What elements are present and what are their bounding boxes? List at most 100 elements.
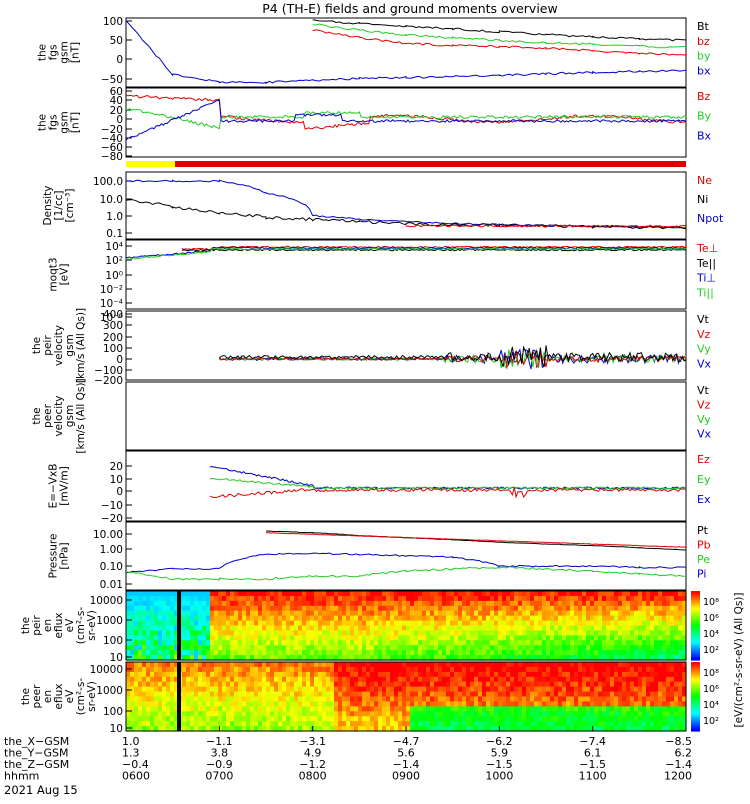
- spectrogram-cell: [174, 635, 179, 641]
- spectrogram-cell: [506, 666, 511, 673]
- spectrogram-cell: [170, 726, 175, 732]
- spectrogram-cell: [354, 595, 359, 602]
- spectrogram-cell: [634, 600, 639, 607]
- y-axis-label: eflux: [53, 613, 65, 639]
- spectrogram-cell: [678, 676, 683, 683]
- spectrogram-cell: [162, 615, 167, 622]
- spectrogram-cell: [558, 605, 563, 612]
- spectrogram-cell: [134, 711, 139, 717]
- spectrogram-cell: [386, 726, 391, 732]
- spectrogram-cell: [270, 650, 275, 656]
- spectrogram-cell: [602, 640, 607, 646]
- spectrogram-cell: [370, 630, 375, 636]
- spectrogram-cell: [486, 610, 491, 617]
- spectrogram-cell: [526, 620, 531, 627]
- spectrogram-cell: [434, 711, 439, 717]
- spectrogram-cell: [614, 620, 619, 627]
- spectrogram-cell: [154, 726, 159, 732]
- spectrogram-cell: [494, 666, 499, 673]
- spectrogram-cell: [410, 681, 415, 688]
- spectrogram-cell: [630, 615, 635, 622]
- spectrogram-cell: [226, 615, 231, 622]
- spectrogram-cell: [490, 605, 495, 612]
- spectrogram-cell: [422, 625, 427, 631]
- spectrogram-cell: [590, 630, 595, 636]
- spectrogram-cell: [186, 706, 191, 712]
- spectrogram-cell: [574, 681, 579, 688]
- spectrogram-cell: [370, 701, 375, 707]
- spectrogram-cell: [458, 650, 463, 656]
- spectrogram-cell: [606, 706, 611, 712]
- spectrogram-cell: [230, 615, 235, 622]
- spectrogram-cell: [346, 625, 351, 631]
- y-axis-label: gsm: [64, 334, 76, 356]
- spectrogram-cell: [606, 655, 611, 661]
- spectrogram-cell: [654, 600, 659, 607]
- spectrogram-cell: [242, 681, 247, 688]
- spectrogram-cell: [670, 726, 675, 732]
- spectrogram-cell: [202, 696, 207, 702]
- spectrogram-cell: [482, 605, 487, 612]
- spectrogram-cell: [438, 676, 443, 683]
- spectrogram-cell: [294, 595, 299, 602]
- spectrogram-cell: [202, 630, 207, 636]
- spectrogram-cell: [270, 676, 275, 683]
- spectrogram-cell: [490, 620, 495, 627]
- y-tick-label: 10: [110, 652, 123, 664]
- spectrogram-cell: [206, 726, 211, 732]
- spectrogram-cell: [622, 666, 627, 673]
- spectrogram-cell: [426, 600, 431, 607]
- spectrogram-cell: [282, 686, 287, 693]
- spectrogram-cell: [454, 701, 459, 707]
- spectrogram-cell: [486, 640, 491, 646]
- spectrogram-cell: [350, 716, 355, 722]
- spectrogram-cell: [494, 701, 499, 707]
- spectrogram-cell: [162, 650, 167, 656]
- spectrogram-cell: [402, 645, 407, 651]
- spectrogram-cell: [410, 711, 415, 717]
- spectrogram-cell: [170, 605, 175, 612]
- spectrogram-cell: [398, 640, 403, 646]
- spectrogram-cell: [262, 662, 267, 668]
- spectrogram-cell: [406, 701, 411, 707]
- spectrogram-cell: [486, 605, 491, 612]
- spectrogram-cell: [422, 610, 427, 617]
- spectrogram-cell: [318, 671, 323, 678]
- spectrogram-cell: [358, 662, 363, 668]
- spectrogram-cell: [682, 701, 687, 707]
- spectrogram-cell: [502, 595, 507, 602]
- spectrogram-cell: [374, 691, 379, 698]
- spectrogram-cell: [606, 615, 611, 622]
- spectrogram-cell: [218, 595, 223, 602]
- spectrogram-cell: [434, 591, 439, 597]
- colorbar-tick-label: 10⁴: [703, 700, 719, 711]
- spectrogram-cell: [290, 625, 295, 631]
- spectrogram-cell: [590, 625, 595, 631]
- spectrogram-cell: [462, 655, 467, 661]
- spectrogram-cell: [610, 671, 615, 678]
- spectrogram-cell: [294, 615, 299, 622]
- spectrogram-cell: [466, 640, 471, 646]
- spectrogram-cell: [670, 600, 675, 607]
- y-tick-label: 1000: [96, 685, 123, 697]
- spectrogram-cell: [258, 671, 263, 678]
- spectrogram-cell: [530, 625, 535, 631]
- spectrogram-cell: [618, 640, 623, 646]
- spectrogram-cell: [590, 666, 595, 673]
- spectrogram-cell: [658, 676, 663, 683]
- spectrogram-cell: [622, 640, 627, 646]
- spectrogram-cell: [454, 635, 459, 641]
- spectrogram-cell: [450, 615, 455, 622]
- spectrogram-cell: [618, 686, 623, 693]
- spectrogram-cell: [262, 706, 267, 712]
- status-bar-yellow: [126, 161, 175, 167]
- spectrogram-cell: [394, 701, 399, 707]
- spectrogram-cell: [146, 701, 151, 707]
- spectrogram-cell: [614, 610, 619, 617]
- spectrogram-cell: [254, 620, 259, 627]
- spectrogram-cell: [250, 666, 255, 673]
- spectrogram-cell: [542, 615, 547, 622]
- spectrogram-cell: [526, 666, 531, 673]
- spectrogram-cell: [570, 701, 575, 707]
- spectrogram-cell: [214, 640, 219, 646]
